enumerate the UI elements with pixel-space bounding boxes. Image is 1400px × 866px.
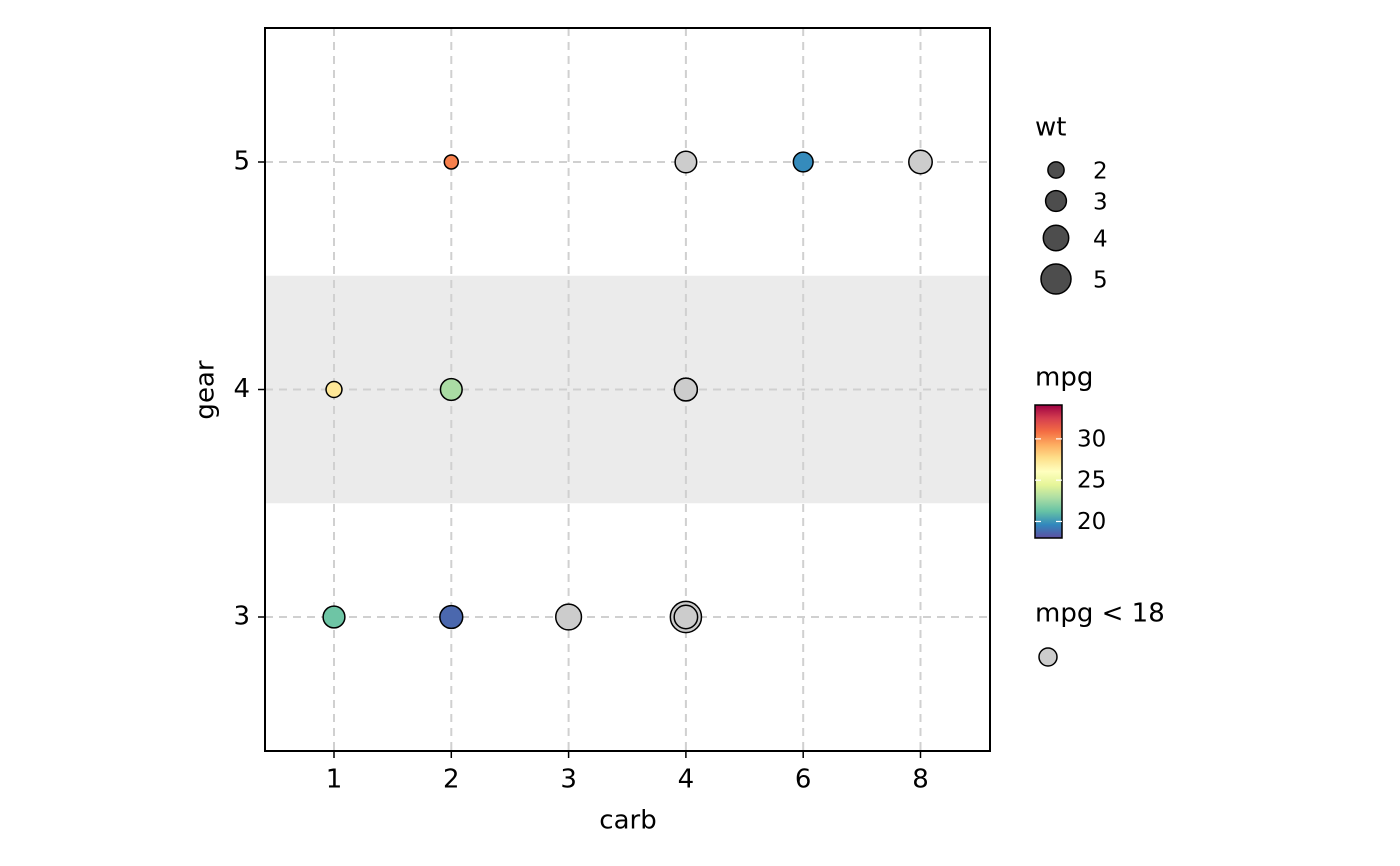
point: [325, 380, 343, 399]
legend-na-key: [1038, 647, 1058, 667]
x-axis-title: carb: [599, 806, 656, 836]
x-tick-label: 6: [795, 765, 812, 795]
legend-title: wt: [1035, 113, 1066, 143]
y-tick-label: 5: [233, 147, 250, 177]
panel-border: [264, 27, 991, 752]
y-axis-title: gear: [191, 360, 221, 419]
point: [673, 604, 699, 630]
legend-size-key: [1040, 263, 1072, 295]
point: [674, 150, 698, 174]
point: [322, 605, 346, 629]
x-tick-label: 3: [560, 765, 577, 795]
legend-label: 4: [1093, 227, 1108, 253]
point: [439, 604, 464, 630]
legend-label: 25: [1077, 468, 1106, 494]
y-tick-label: 3: [233, 602, 250, 632]
x-tick-label: 1: [326, 765, 343, 795]
legend-title: mpg: [1035, 363, 1093, 393]
legend-label: 30: [1077, 426, 1106, 452]
legend-label: 2: [1093, 159, 1108, 185]
point: [443, 154, 460, 170]
y-tick-label: 4: [233, 374, 250, 404]
legend-title: mpg < 18: [1035, 599, 1165, 629]
point: [908, 149, 933, 175]
legend-label: 3: [1093, 190, 1108, 216]
point: [554, 603, 583, 631]
x-tick-label: 8: [912, 765, 929, 795]
x-tick-label: 2: [443, 765, 460, 795]
legend-label: 5: [1093, 268, 1108, 294]
legend-size-key: [1047, 161, 1065, 179]
legend-size-key: [1044, 189, 1068, 213]
point: [673, 377, 699, 402]
point: [439, 377, 463, 402]
legend-label: 20: [1077, 509, 1106, 535]
colorbar: [1034, 404, 1063, 539]
point: [792, 151, 814, 173]
legend-size-key: [1042, 224, 1070, 252]
x-tick-label: 4: [678, 765, 695, 795]
